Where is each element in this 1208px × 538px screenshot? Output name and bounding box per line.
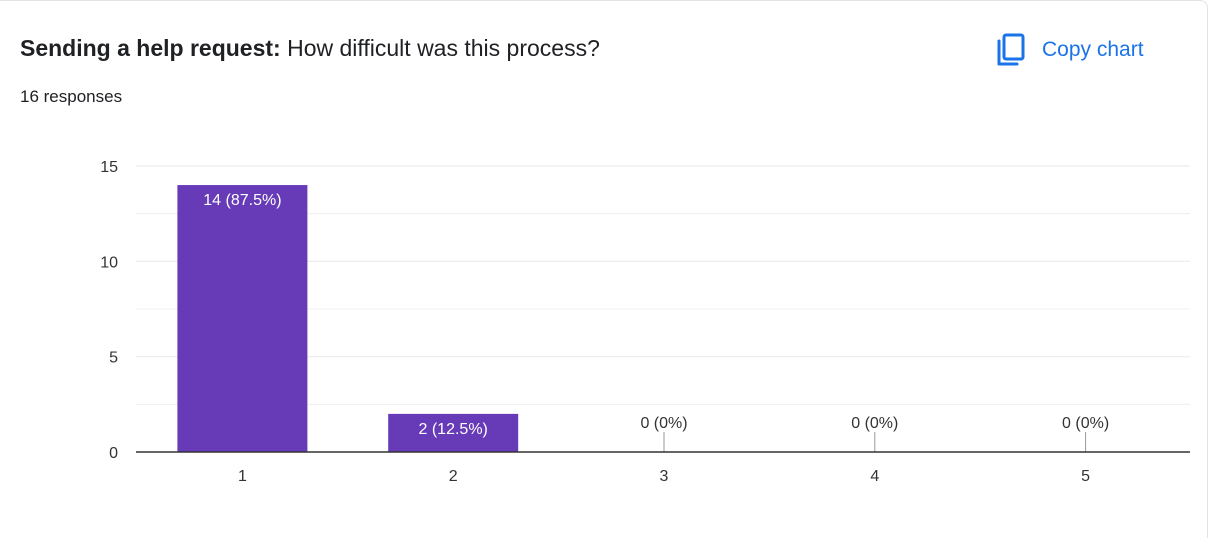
x-tick-label: 1 [238, 468, 247, 485]
bar [177, 185, 308, 453]
bar-data-label: 0 (0%) [851, 415, 898, 432]
question-title: Sending a help request: How difficult wa… [20, 35, 600, 62]
question-text: How difficult was this process? [280, 35, 600, 61]
copy-chart-button[interactable]: Copy chart [996, 31, 1144, 69]
y-tick-label: 15 [100, 159, 118, 176]
section-name: Sending a help request: [20, 35, 281, 61]
bar [388, 413, 519, 452]
bar-data-label: 0 (0%) [1062, 415, 1109, 432]
y-tick-label: 5 [109, 350, 118, 367]
bar-data-label: 2 (12.5%) [419, 421, 488, 438]
bar-data-label: 14 (87.5%) [203, 192, 281, 209]
copy-chart-label: Copy chart [1042, 38, 1144, 61]
x-tick-label: 3 [660, 468, 669, 485]
x-tick-label: 4 [870, 468, 879, 485]
y-tick-label: 0 [109, 445, 118, 462]
copy-icon [997, 33, 1025, 66]
y-tick-label: 10 [100, 254, 118, 271]
response-count: 16 responses [20, 87, 123, 106]
bar-data-label: 0 (0%) [640, 415, 687, 432]
x-tick-label: 5 [1081, 468, 1090, 485]
x-tick-label: 2 [449, 468, 458, 485]
